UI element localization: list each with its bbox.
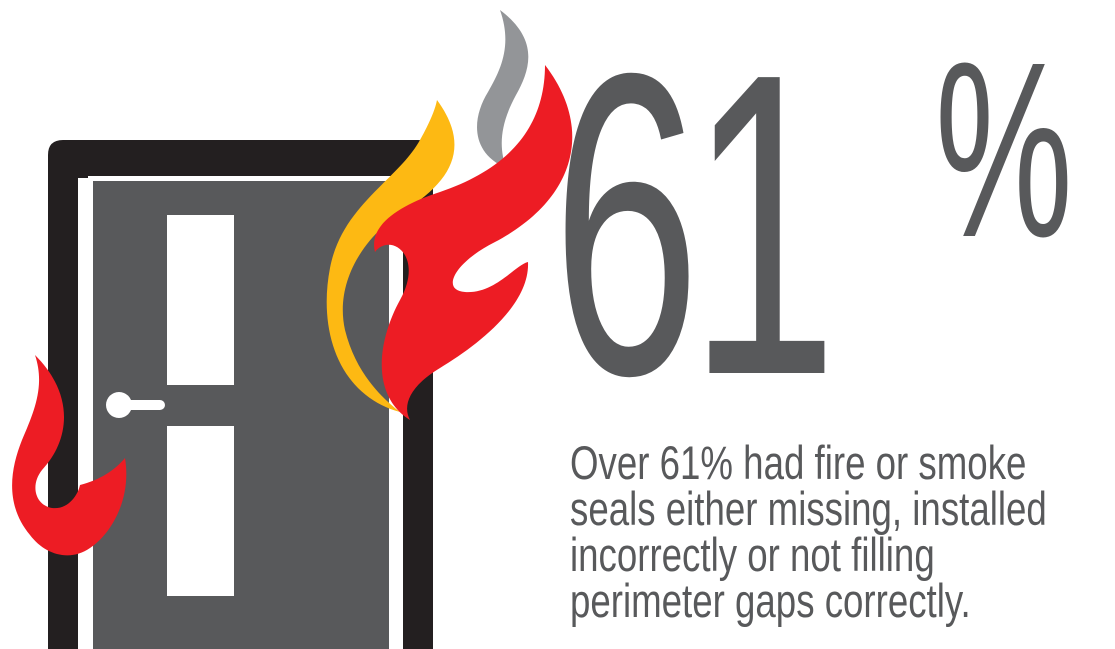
caption-line: perimeter gaps correctly. [570, 574, 971, 627]
caption: Over 61% had fire or smoke seals either … [570, 436, 1115, 627]
door-window-top [167, 215, 234, 385]
flame-icon [326, 100, 455, 412]
door-handle-icon [106, 392, 165, 418]
percent-sign: % [935, 10, 1073, 289]
headline-number: 61 [552, 0, 837, 465]
door-window-bottom [167, 426, 234, 596]
smoke-icon [477, 10, 529, 168]
caption-line: seals either missing, installed [570, 482, 1047, 535]
caption-line: Over 61% had fire or smoke [570, 436, 1027, 489]
flame-icon [12, 355, 127, 556]
caption-line: incorrectly or not filling [570, 528, 935, 581]
flame-icon [374, 65, 573, 420]
